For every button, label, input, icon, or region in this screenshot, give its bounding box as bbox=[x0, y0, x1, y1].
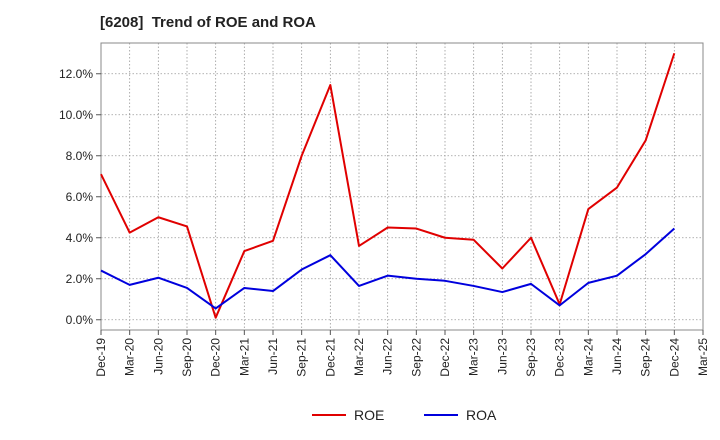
grid bbox=[101, 43, 703, 330]
series-line-roe bbox=[100, 52, 676, 319]
x-tick-label: Jun-21 bbox=[266, 338, 280, 375]
chart-title: [6208] Trend of ROE and ROA bbox=[100, 14, 316, 31]
x-tick-label: Mar-24 bbox=[581, 338, 595, 376]
x-tick-label: Mar-23 bbox=[467, 338, 481, 376]
y-tick-label: 8.0% bbox=[66, 149, 94, 163]
x-tick-label: Dec-23 bbox=[553, 338, 567, 377]
x-tick-label: Mar-20 bbox=[123, 338, 137, 376]
series bbox=[100, 52, 676, 319]
x-tick-label: Jun-24 bbox=[610, 338, 624, 375]
y-tick-label: 4.0% bbox=[66, 231, 94, 245]
x-tick-label: Dec-19 bbox=[94, 338, 108, 377]
x-tick-label: Jun-23 bbox=[495, 338, 509, 375]
y-axis-ticks: 0.0% 2.0% 4.0% 6.0% 8.0% 10.0% 12.0% bbox=[59, 67, 101, 327]
x-tick-label: Sep-23 bbox=[524, 338, 538, 377]
y-tick-label: 2.0% bbox=[66, 272, 94, 286]
x-tick-label: Jun-20 bbox=[151, 338, 165, 375]
plot-frame bbox=[100, 42, 704, 331]
x-tick-label: Sep-22 bbox=[409, 338, 423, 377]
x-tick-label: Dec-22 bbox=[438, 338, 452, 377]
y-tick-label: 0.0% bbox=[66, 313, 94, 327]
y-tick-label: 10.0% bbox=[59, 108, 93, 122]
y-tick-label: 6.0% bbox=[66, 190, 94, 204]
y-tick-label: 12.0% bbox=[59, 67, 93, 81]
x-tick-label: Mar-21 bbox=[237, 338, 251, 376]
x-tick-label: Dec-20 bbox=[209, 338, 223, 377]
x-tick-label: Jun-22 bbox=[381, 338, 395, 375]
x-tick-label: Sep-24 bbox=[639, 338, 653, 377]
legend-label-roa: ROA bbox=[466, 407, 497, 423]
series-line-roa bbox=[100, 227, 675, 310]
x-tick-label: Sep-21 bbox=[295, 338, 309, 377]
legend-label-roe: ROE bbox=[354, 407, 384, 423]
x-tick-label: Dec-21 bbox=[323, 338, 337, 377]
x-tick-label: Mar-25 bbox=[696, 338, 710, 376]
x-tick-label: Sep-20 bbox=[180, 338, 194, 377]
x-axis-ticks: Dec-19 Mar-20 Jun-20 Sep-20 Dec-20 Mar-21 Jun-… bbox=[94, 330, 710, 377]
x-tick-label: Dec-24 bbox=[667, 338, 681, 377]
legend: ROE ROA bbox=[312, 407, 497, 423]
x-tick-label: Mar-22 bbox=[352, 338, 366, 376]
